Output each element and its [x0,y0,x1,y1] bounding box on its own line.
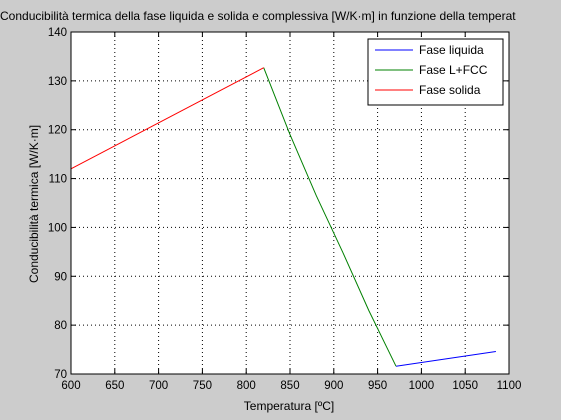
y-tick-label: 70 [54,369,67,381]
y-tick-label: 120 [48,125,67,137]
x-axis-label: Temperatura [ºC] [244,399,334,413]
y-axis-label: Conducibilità termica [W/K·m] [27,125,41,283]
x-tick-label: 1050 [452,380,478,392]
series-layer [70,67,496,367]
x-tick-label: 800 [237,380,256,392]
legend-label-fase-l-fcc: Fase L+FCC [419,63,488,77]
x-tick-label: 650 [105,380,124,392]
x-tick-label: 950 [368,380,387,392]
series-line-fase-l-fcc [263,67,397,367]
series-line-fase-liquida [395,351,496,367]
x-tick-label: 900 [324,380,343,392]
x-tick-label: 850 [280,380,299,392]
x-tick-label: 600 [61,380,80,392]
legend-label-fase-liquida: Fase liquida [419,43,484,57]
y-tick-label: 100 [48,222,67,234]
y-tick-label: 90 [54,271,67,283]
tick-layer: 600 650 700 750 800 850 900 950 1000 1050 1100 70 80… [48,27,522,392]
chart-title: Conducibilità termica della fase liquida… [0,9,516,23]
y-tick-label: 80 [54,320,67,332]
legend-label-fase-solida: Fase solida [419,83,481,97]
series-line-fase-solida [70,67,264,170]
y-tick-label: 110 [49,174,67,186]
legend: Fase liquida Fase L+FCC Fase solida [367,38,504,106]
x-tick-label: 700 [149,380,168,392]
x-tick-label: 1000 [409,380,435,392]
y-tick-label: 140 [48,27,67,39]
x-tick-label: 750 [193,380,212,392]
x-tick-label: 1100 [497,380,522,392]
y-tick-label: 130 [48,76,67,88]
